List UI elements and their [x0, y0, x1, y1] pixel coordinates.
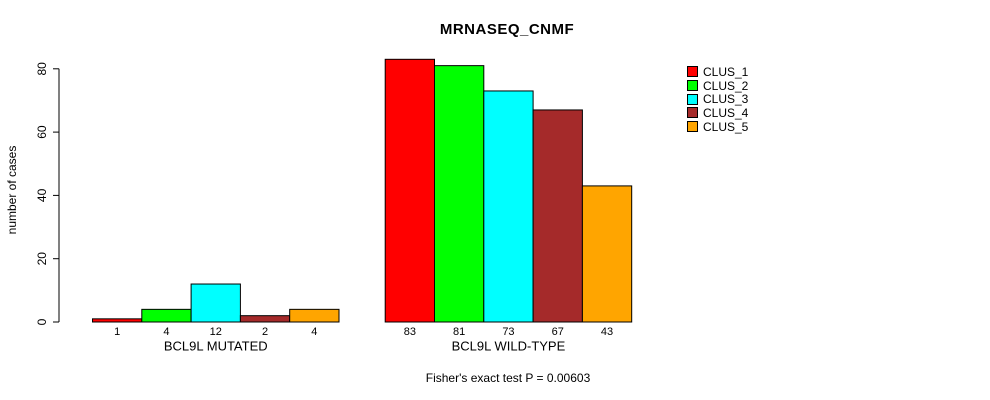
- bar-value-label: 12: [210, 326, 222, 338]
- legend-swatch: [687, 121, 698, 133]
- legend-label: CLUS_2: [703, 78, 749, 93]
- legend-label: CLUS_1: [703, 64, 749, 79]
- bar-clus_4-group-1: [239, 315, 291, 323]
- bar-value-label: 67: [552, 326, 564, 338]
- legend: CLUS_1 CLUS_2 CLUS_3 CLUS_4 CLUS_5: [687, 65, 748, 133]
- bar-clus_1-group-1: [92, 318, 143, 323]
- legend-item: CLUS_3: [687, 92, 748, 106]
- annotation-text: Fisher's exact test P = 0.00603: [425, 371, 591, 385]
- bar-value-label: 4: [311, 326, 317, 338]
- legend-item: CLUS_2: [687, 79, 748, 93]
- legend-item: CLUS_1: [687, 65, 748, 79]
- legend-item: CLUS_4: [687, 106, 748, 120]
- legend-swatch: [687, 107, 698, 119]
- bar-clus_3-group-2: [483, 90, 534, 323]
- bar-value-label: 83: [404, 326, 416, 338]
- bar-clus_3-group-1: [190, 283, 241, 323]
- group-label: BCL9L WILD-TYPE: [452, 339, 566, 354]
- y-tick-label: 40: [35, 188, 49, 202]
- bar-value-label: 43: [601, 326, 613, 338]
- bar-value-label: 1: [114, 326, 120, 338]
- legend-swatch: [687, 66, 698, 78]
- bar-clus_2-group-2: [434, 65, 485, 323]
- y-tick-label: 60: [35, 125, 49, 139]
- y-tick-label: 20: [35, 252, 49, 266]
- legend-label: CLUS_4: [703, 105, 749, 120]
- group-label: BCL9L MUTATED: [164, 339, 268, 354]
- chart-title: MRNASEQ_CNMF: [439, 21, 575, 38]
- bar-clus_2-group-1: [141, 308, 192, 323]
- y-tick-label: 0: [35, 318, 49, 325]
- bar-clus_1-group-2: [384, 58, 436, 323]
- bar-value-label: 73: [502, 326, 514, 338]
- legend-swatch: [687, 80, 698, 92]
- bar-value-label: 2: [262, 326, 268, 338]
- y-tick-label: 80: [35, 62, 49, 76]
- legend-label: CLUS_3: [703, 92, 749, 107]
- bar-value-label: 81: [453, 326, 465, 338]
- legend-label: CLUS_5: [703, 119, 749, 134]
- legend-swatch: [687, 93, 698, 105]
- legend-item: CLUS_5: [687, 120, 748, 134]
- bar-value-label: 4: [163, 326, 169, 338]
- bar-clus_5-group-2: [581, 185, 633, 323]
- bar-clus_4-group-2: [532, 109, 583, 323]
- bar-clus_5-group-1: [289, 308, 340, 323]
